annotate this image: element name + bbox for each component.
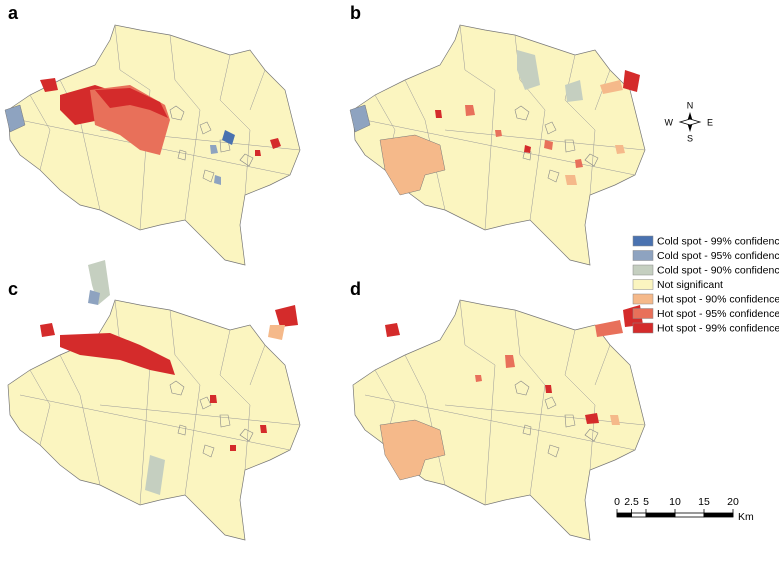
compass-s: S	[687, 133, 693, 143]
legend-swatch	[632, 264, 654, 276]
scale-label: 2.5	[624, 496, 639, 508]
compass: N S E W	[665, 100, 714, 143]
legend-swatch	[632, 250, 654, 261]
legend-swatch	[632, 293, 654, 305]
scale-segment	[645, 512, 676, 518]
legend-label: Hot spot - 95% confidence	[657, 308, 779, 320]
map-panel-b	[349, 24, 646, 266]
legend-swatch	[632, 308, 654, 319]
scale-unit: Km	[738, 511, 754, 523]
legend-label: Hot spot - 90% confidence	[657, 293, 779, 305]
scale-bar: 0 2.5 5 10 15 20 Km	[614, 496, 754, 523]
compass-e: E	[707, 117, 713, 127]
scale-label: 5	[643, 496, 649, 508]
legend: Cold spot - 99% confidence Cold spot - 95…	[632, 235, 779, 334]
scale-label: 15	[698, 496, 710, 508]
legend-label: Cold spot - 99% confidence	[657, 235, 779, 247]
legend-label: Not significant	[657, 279, 723, 291]
compass-n: N	[687, 100, 694, 110]
scale-segment	[703, 512, 734, 518]
legend-swatch	[632, 235, 654, 247]
scale-segment	[674, 512, 705, 518]
panel-label: d	[350, 279, 361, 299]
panel-label: a	[8, 3, 19, 23]
legend-swatch	[632, 322, 654, 334]
panel-label: b	[350, 3, 361, 23]
scale-label: 0	[614, 496, 620, 508]
map-panel-c	[7, 260, 301, 541]
legend-label: Cold spot - 90% confidence	[657, 264, 779, 276]
map-panel-d	[352, 299, 646, 541]
scale-label: 10	[669, 496, 681, 508]
scale-label: 20	[727, 496, 739, 508]
compass-w: W	[665, 117, 674, 127]
legend-label: Cold spot - 95% confidence	[657, 250, 779, 262]
map-panel-a	[4, 24, 301, 266]
legend-label: Hot spot - 99% confidence	[657, 322, 779, 334]
panel-label: c	[8, 279, 18, 299]
scale-segment	[631, 512, 647, 518]
scale-segment	[616, 512, 632, 518]
legend-swatch	[632, 279, 654, 290]
